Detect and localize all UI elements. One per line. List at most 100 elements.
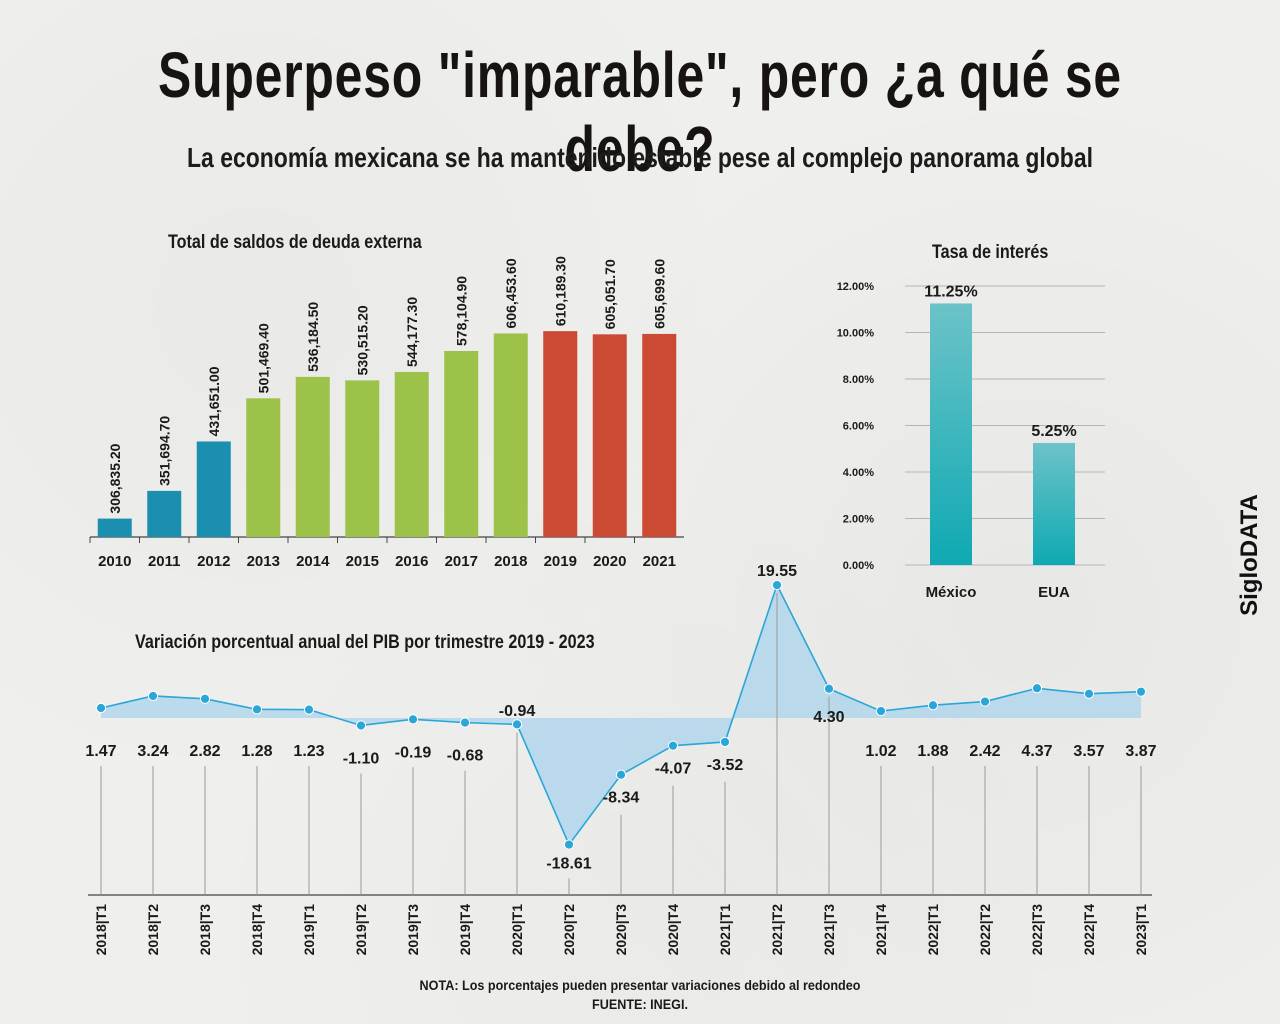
gdp-value-label: 3.24 xyxy=(137,743,168,760)
gdp-category-label: 2023|T1 xyxy=(1133,904,1149,956)
debt-value-label: 578,104.90 xyxy=(453,276,469,346)
gdp-point-2019|T2 xyxy=(355,720,367,731)
gdp-value-label: -8.34 xyxy=(603,790,640,807)
debt-bar-2018 xyxy=(493,333,528,537)
gdp-category-label: 2018|T2 xyxy=(145,904,161,956)
debt-bar-2021 xyxy=(642,333,677,537)
gdp-value-label: 1.88 xyxy=(917,743,948,760)
gdp-category-label: 2020|T4 xyxy=(665,904,681,956)
gdp-point-2019|T4 xyxy=(459,717,471,728)
rates-chart: 0.00% 2.00% 4.00% 6.00% 8.00% 10.00% 12.00% 11.… xyxy=(837,281,1105,601)
debt-value-label: 606,453.60 xyxy=(503,258,519,328)
gdp-value-label: 3.87 xyxy=(1125,743,1156,760)
gdp-point-2019|T1 xyxy=(303,704,315,715)
gdp-point-2020|T1 xyxy=(511,719,523,730)
debt-chart: 306,835.20 2010 351,694.70 2011 431,651.00 20… xyxy=(89,256,684,570)
debt-category-label: 2010 xyxy=(98,553,131,570)
rates-value-label: 5.25% xyxy=(1031,423,1076,440)
debt-bar-2017 xyxy=(444,350,479,537)
debt-category-label: 2020 xyxy=(593,553,626,570)
debt-value-label: 431,651.00 xyxy=(206,366,222,436)
gdp-category-label: 2021|T1 xyxy=(717,904,733,956)
debt-category-label: 2016 xyxy=(395,553,428,570)
gdp-category-label: 2022|T3 xyxy=(1029,904,1045,956)
debt-bar-2016 xyxy=(394,371,429,537)
debt-value-label: 530,515.20 xyxy=(354,305,370,375)
gdp-value-label: 4.30 xyxy=(813,709,844,726)
debt-value-label: 306,835.20 xyxy=(107,443,123,513)
gdp-chart-title: Variación porcentual anual del PIB por t… xyxy=(135,632,595,653)
rates-bar-1 xyxy=(1033,442,1075,565)
page-subtitle: La economía mexicana se ha mantenido est… xyxy=(187,142,1093,173)
debt-value-label: 605,051.70 xyxy=(602,259,618,329)
debt-bar-2012 xyxy=(196,441,231,537)
page-title: Superpeso "imparable", pero ¿a qué se de… xyxy=(158,39,1122,185)
gdp-point-2022|T3 xyxy=(1031,683,1043,694)
debt-category-label: 2019 xyxy=(544,553,577,570)
rates-tick-label: 4.00% xyxy=(843,467,874,479)
gdp-category-label: 2020|T1 xyxy=(509,904,525,956)
debt-chart-title: Total de saldos de deuda externa xyxy=(168,232,422,253)
debt-category-label: 2012 xyxy=(197,553,230,570)
gdp-category-label: 2020|T2 xyxy=(561,904,577,956)
debt-value-label: 610,189.30 xyxy=(552,256,568,326)
debt-value-label: 536,184.50 xyxy=(305,302,321,372)
gdp-point-2018|T2 xyxy=(147,690,159,702)
gdp-category-label: 2022|T4 xyxy=(1081,904,1097,956)
gdp-value-label: 2.42 xyxy=(969,743,1000,760)
gdp-point-2021|T2 xyxy=(771,579,783,591)
debt-category-label: 2018 xyxy=(494,553,527,570)
gdp-category-label: 2019|T3 xyxy=(405,904,421,956)
rates-chart-title: Tasa de interés xyxy=(932,242,1049,263)
gdp-point-2021|T1 xyxy=(719,736,731,748)
rates-tick-label: 12.00% xyxy=(837,281,875,293)
gdp-category-label: 2019|T2 xyxy=(353,904,369,956)
gdp-value-label: -0.94 xyxy=(499,703,536,720)
rates-tick-label: 10.00% xyxy=(837,328,875,340)
gdp-category-label: 2018|T3 xyxy=(197,904,213,956)
debt-value-label: 501,469.40 xyxy=(255,323,271,393)
debt-bar-2015 xyxy=(345,380,380,537)
gdp-value-label: 2.82 xyxy=(189,743,220,760)
gdp-value-label: -0.19 xyxy=(395,744,432,761)
footer-source: FUENTE: INEGI. xyxy=(592,996,688,1012)
gdp-value-label: 3.57 xyxy=(1073,743,1104,760)
debt-category-label: 2013 xyxy=(247,553,280,570)
gdp-value-label: -0.68 xyxy=(447,748,484,765)
debt-category-label: 2015 xyxy=(346,553,379,570)
gdp-area-fill xyxy=(101,585,1141,845)
gdp-value-label: 19.55 xyxy=(757,563,797,580)
rates-category-label: EUA xyxy=(1038,584,1070,601)
debt-value-label: 544,177.30 xyxy=(404,297,420,367)
gdp-value-label: 1.47 xyxy=(85,743,116,760)
gdp-value-label: -1.10 xyxy=(343,750,380,767)
gdp-value-label: 1.02 xyxy=(865,743,896,760)
gdp-point-2020|T4 xyxy=(667,740,679,751)
footer-notes: NOTA: Los porcentajes pueden presentar v… xyxy=(0,976,1280,1014)
gdp-point-2020|T3 xyxy=(615,769,627,780)
gdp-category-label: 2018|T4 xyxy=(249,904,265,956)
gdp-category-label: 2019|T4 xyxy=(457,904,473,956)
gdp-value-label: 4.37 xyxy=(1021,743,1052,760)
debt-value-label: 605,699.60 xyxy=(651,259,667,329)
debt-value-label: 351,694.70 xyxy=(156,416,172,486)
gdp-point-2018|T3 xyxy=(199,693,211,704)
gdp-value-label: 1.23 xyxy=(293,743,324,760)
debt-bar-2011 xyxy=(147,490,182,537)
gdp-point-2023|T1 xyxy=(1135,686,1147,697)
rates-tick-label: 2.00% xyxy=(843,514,874,526)
gdp-category-label: 2021|T3 xyxy=(821,904,837,956)
gdp-category-label: 2020|T3 xyxy=(613,904,629,956)
debt-category-label: 2021 xyxy=(643,553,676,570)
rates-value-label: 11.25% xyxy=(924,283,977,300)
gdp-point-2022|T2 xyxy=(979,696,991,707)
gdp-value-label: 1.28 xyxy=(241,743,272,760)
gdp-value-label: -18.61 xyxy=(546,856,591,873)
debt-category-label: 2014 xyxy=(296,553,330,570)
gdp-value-label: -4.07 xyxy=(655,761,692,778)
gdp-category-label: 2021|T4 xyxy=(873,904,889,956)
debt-bar-2019 xyxy=(543,331,578,537)
rates-tick-label: 8.00% xyxy=(843,374,874,386)
gdp-chart: 1.47 2018|T1 3.24 2018|T2 2.82 2018|T3 1.28 201… xyxy=(85,563,1156,955)
debt-bar-2014 xyxy=(295,376,330,537)
